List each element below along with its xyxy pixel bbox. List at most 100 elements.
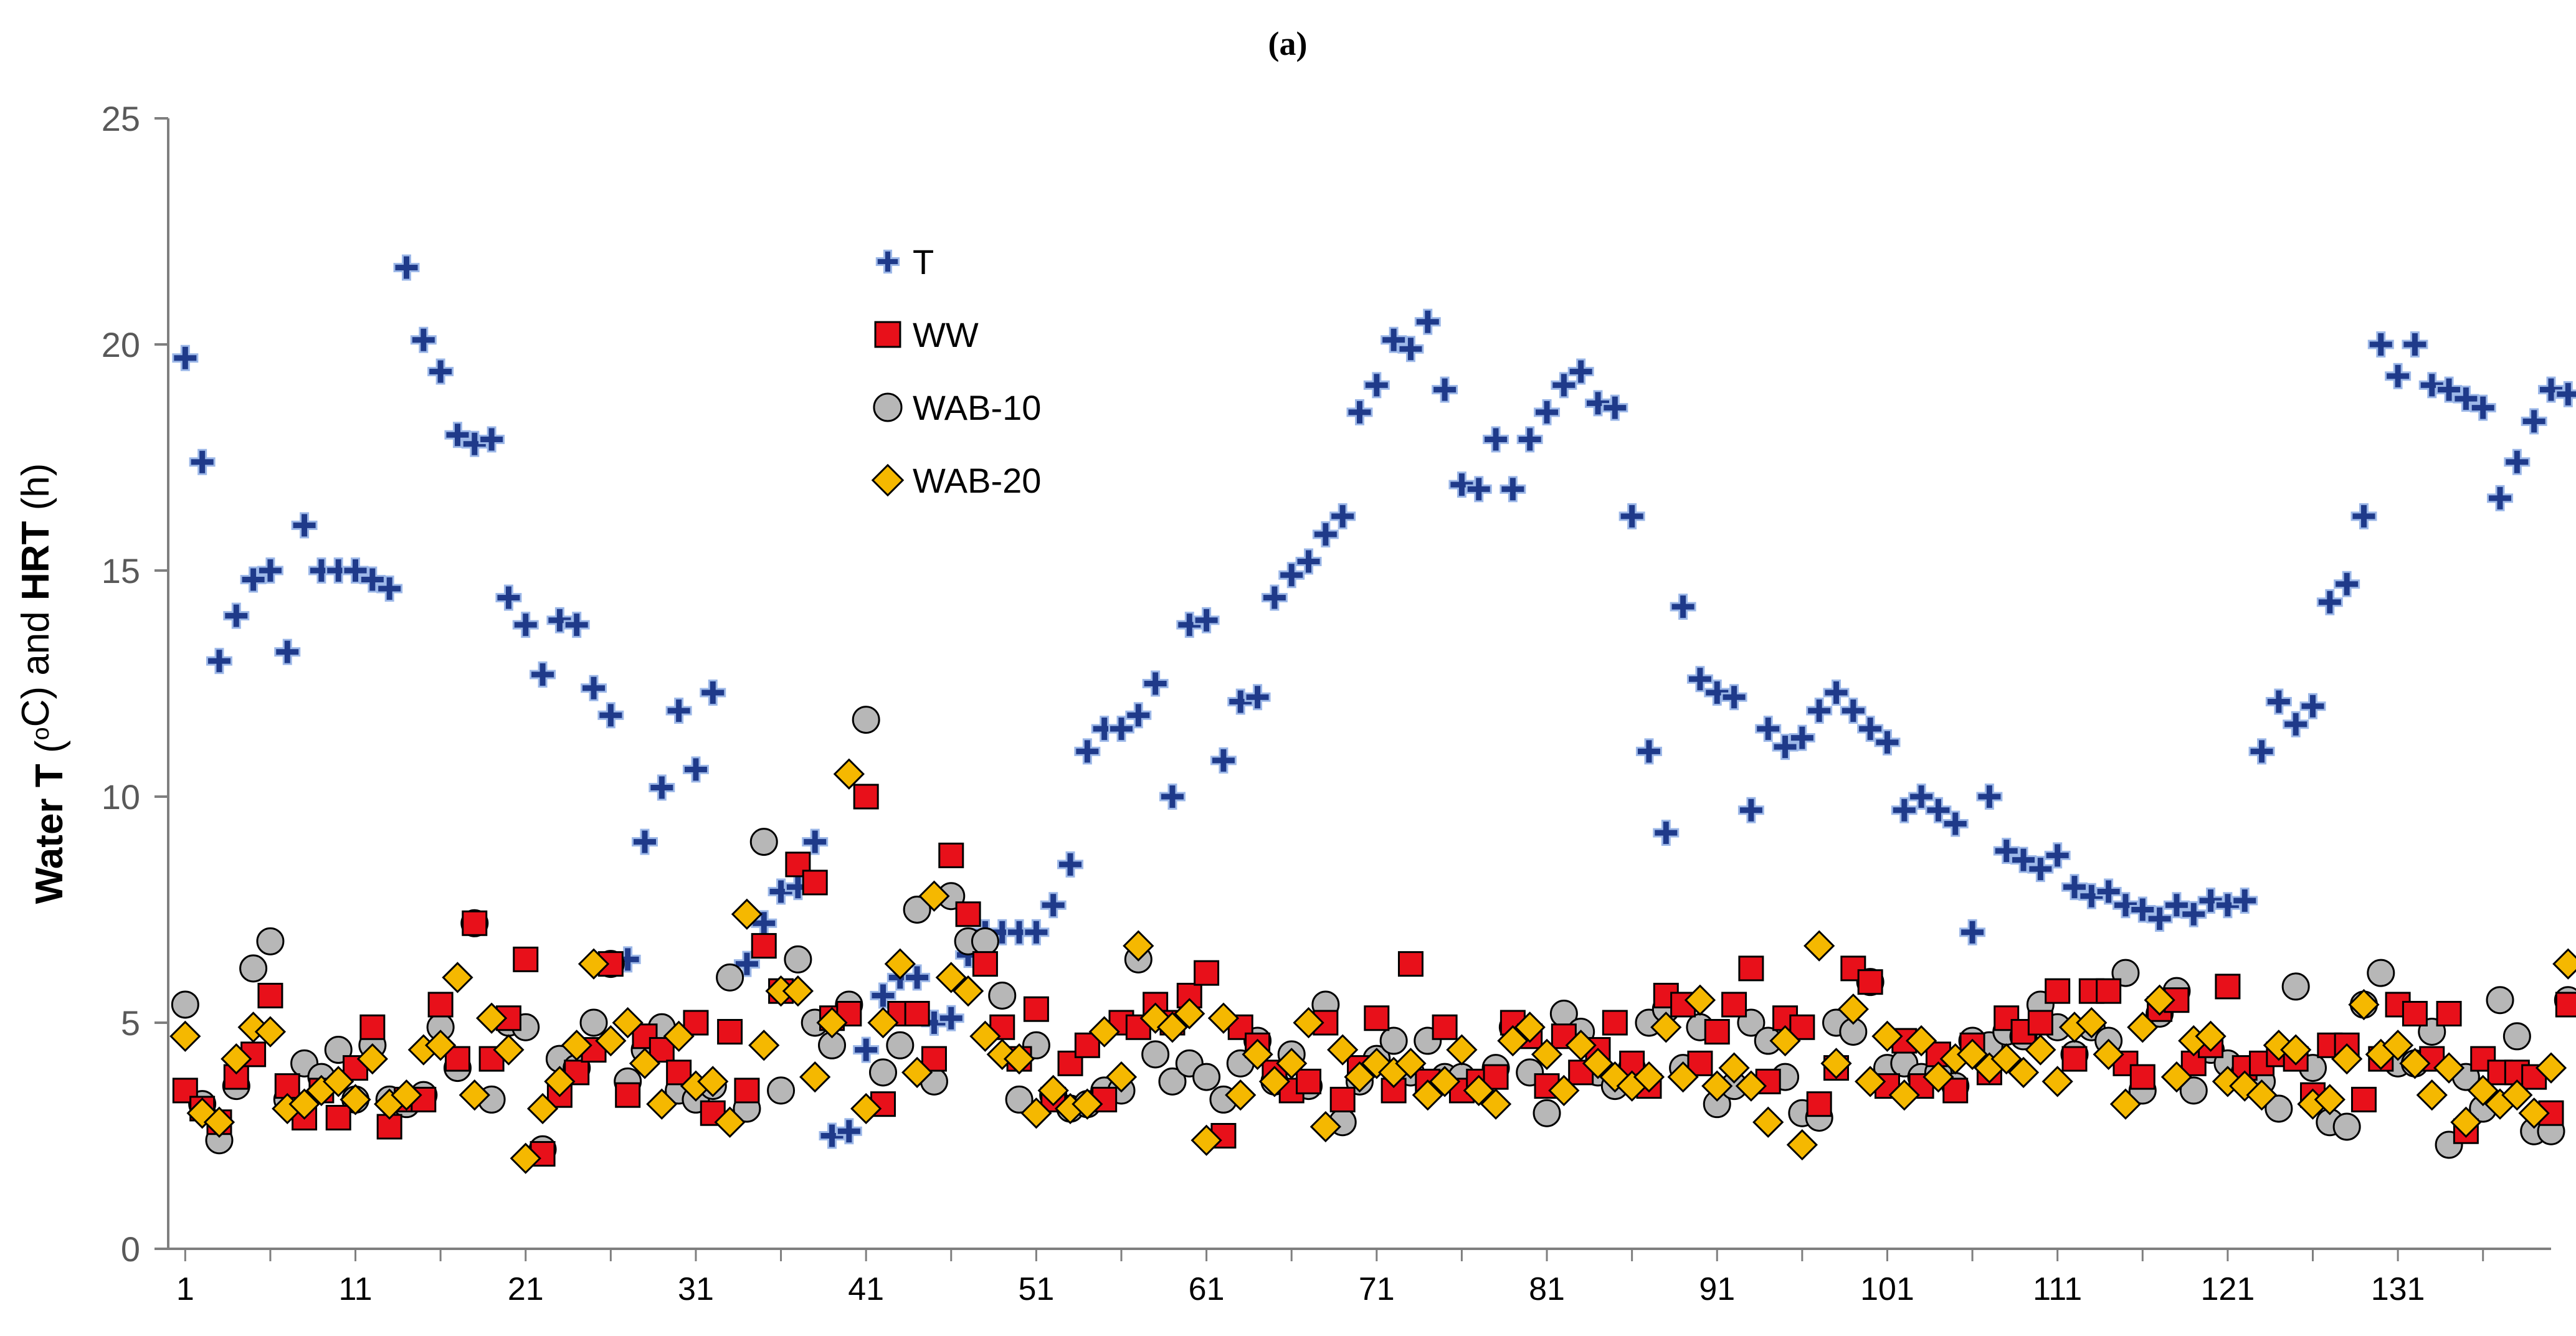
x-tick-label: 131 — [2371, 1271, 2425, 1307]
point-ww — [1397, 951, 1423, 977]
point-t — [2180, 901, 2207, 927]
data-marks — [169, 254, 2576, 1174]
point-wab-20 — [2552, 948, 2576, 980]
point-wab-20 — [1412, 1079, 1443, 1111]
point-t — [461, 430, 488, 457]
point-t — [206, 648, 232, 675]
point-wab-20 — [1446, 1034, 1478, 1066]
point-t — [2197, 887, 2224, 914]
point-wab-20 — [1003, 1043, 1035, 1075]
point-ww — [2436, 1000, 2462, 1026]
legend-marker-wab-10 — [873, 392, 903, 422]
point-wab-20 — [1922, 1061, 1954, 1093]
point-wab-10 — [239, 954, 268, 983]
point-wab-20 — [1582, 1048, 1614, 1079]
point-wab-20 — [782, 975, 814, 1007]
point-wab-20 — [1072, 1088, 1103, 1120]
y-axis-label-part: C) and — [14, 600, 57, 727]
point-t — [444, 422, 471, 448]
point-wab-20 — [1718, 1052, 1750, 1084]
point-ww — [1551, 1023, 1577, 1049]
x-tick-label: 41 — [848, 1271, 884, 1307]
point-t — [2453, 386, 2479, 412]
point-t — [2436, 376, 2463, 403]
point-t — [1653, 820, 1680, 846]
point-ww — [2027, 1010, 2053, 1036]
x-tick-label: 1 — [176, 1271, 194, 1307]
y-axis-label-part: (h) — [14, 463, 57, 521]
point-t — [512, 612, 539, 638]
point-wab-20 — [799, 1061, 831, 1093]
point-wab-20 — [203, 1106, 235, 1138]
point-t — [1483, 426, 1509, 453]
point-wab-20 — [2314, 1084, 2345, 1116]
point-t — [2231, 887, 2258, 914]
point-t — [1108, 716, 1134, 742]
point-t — [1040, 892, 1067, 919]
point-wab-20 — [1514, 1011, 1546, 1043]
point-wab-20 — [1905, 1025, 1937, 1057]
point-wab-10 — [1005, 1085, 1034, 1114]
point-wab-20 — [1293, 1007, 1324, 1039]
point-t — [1125, 702, 1152, 729]
point-t — [1618, 503, 1645, 529]
point-wab-10 — [749, 828, 778, 856]
point-t — [2129, 896, 2156, 923]
point-ww — [853, 784, 879, 810]
point-t — [393, 254, 420, 281]
point-wab-20 — [425, 1030, 457, 1061]
point-t — [2265, 688, 2292, 715]
point-wab-20 — [918, 880, 950, 912]
point-wab-20 — [2348, 988, 2380, 1021]
point-t — [649, 774, 675, 801]
point-t — [530, 661, 556, 688]
point-wab-20 — [1258, 1066, 1291, 1097]
point-ww — [1738, 955, 1764, 982]
point-t — [1142, 670, 1169, 697]
point-t — [1942, 810, 1969, 837]
point-wab-10 — [1141, 1040, 1170, 1069]
point-t — [478, 426, 505, 453]
point-wab-10 — [1533, 1099, 1561, 1127]
point-wab-10 — [2179, 1076, 2208, 1105]
point-t — [1295, 548, 1322, 575]
y-tick-label: 10 — [102, 777, 140, 817]
point-wab-20 — [1327, 1034, 1359, 1066]
x-tick-label: 61 — [1189, 1271, 1225, 1307]
point-wab-10 — [1192, 1063, 1221, 1091]
x-tick-label: 101 — [1860, 1271, 1914, 1307]
point-t — [802, 828, 829, 855]
point-wab-20 — [2195, 1020, 2227, 1052]
legend-label: WAB-20 — [913, 461, 1041, 500]
point-t — [597, 702, 624, 729]
point-t — [189, 448, 216, 475]
point-wab-20 — [1871, 1020, 1903, 1052]
point-t — [1057, 851, 1084, 878]
point-t — [2044, 842, 2071, 869]
point-t — [2555, 381, 2576, 407]
point-wab-10 — [2332, 1112, 2361, 1141]
point-wab-20 — [2382, 1030, 2414, 1061]
point-wab-20 — [612, 1007, 644, 1039]
point-wab-10 — [2502, 1022, 2531, 1051]
legend-label: WW — [913, 315, 979, 354]
point-ww — [1602, 1010, 1628, 1036]
point-t — [1772, 734, 1799, 760]
point-t — [1261, 584, 1288, 611]
point-wab-20 — [1309, 1111, 1341, 1143]
point-t — [563, 612, 590, 638]
point-t — [1789, 724, 1815, 751]
point-t — [376, 576, 403, 602]
point-wab-20 — [1463, 1074, 1495, 1107]
point-wab-20 — [1667, 1061, 1699, 1093]
point-t — [1432, 376, 1458, 403]
point-t — [1210, 747, 1237, 774]
point-ww — [1704, 1019, 1730, 1045]
point-wab-10 — [1379, 1026, 1408, 1055]
point-ww — [615, 1082, 641, 1108]
point-t — [2385, 362, 2412, 389]
point-wab-20 — [2331, 1043, 2363, 1075]
point-ww — [1364, 1005, 1390, 1031]
point-wab-10 — [2281, 972, 2310, 1001]
point-wab-20 — [2518, 1097, 2550, 1129]
